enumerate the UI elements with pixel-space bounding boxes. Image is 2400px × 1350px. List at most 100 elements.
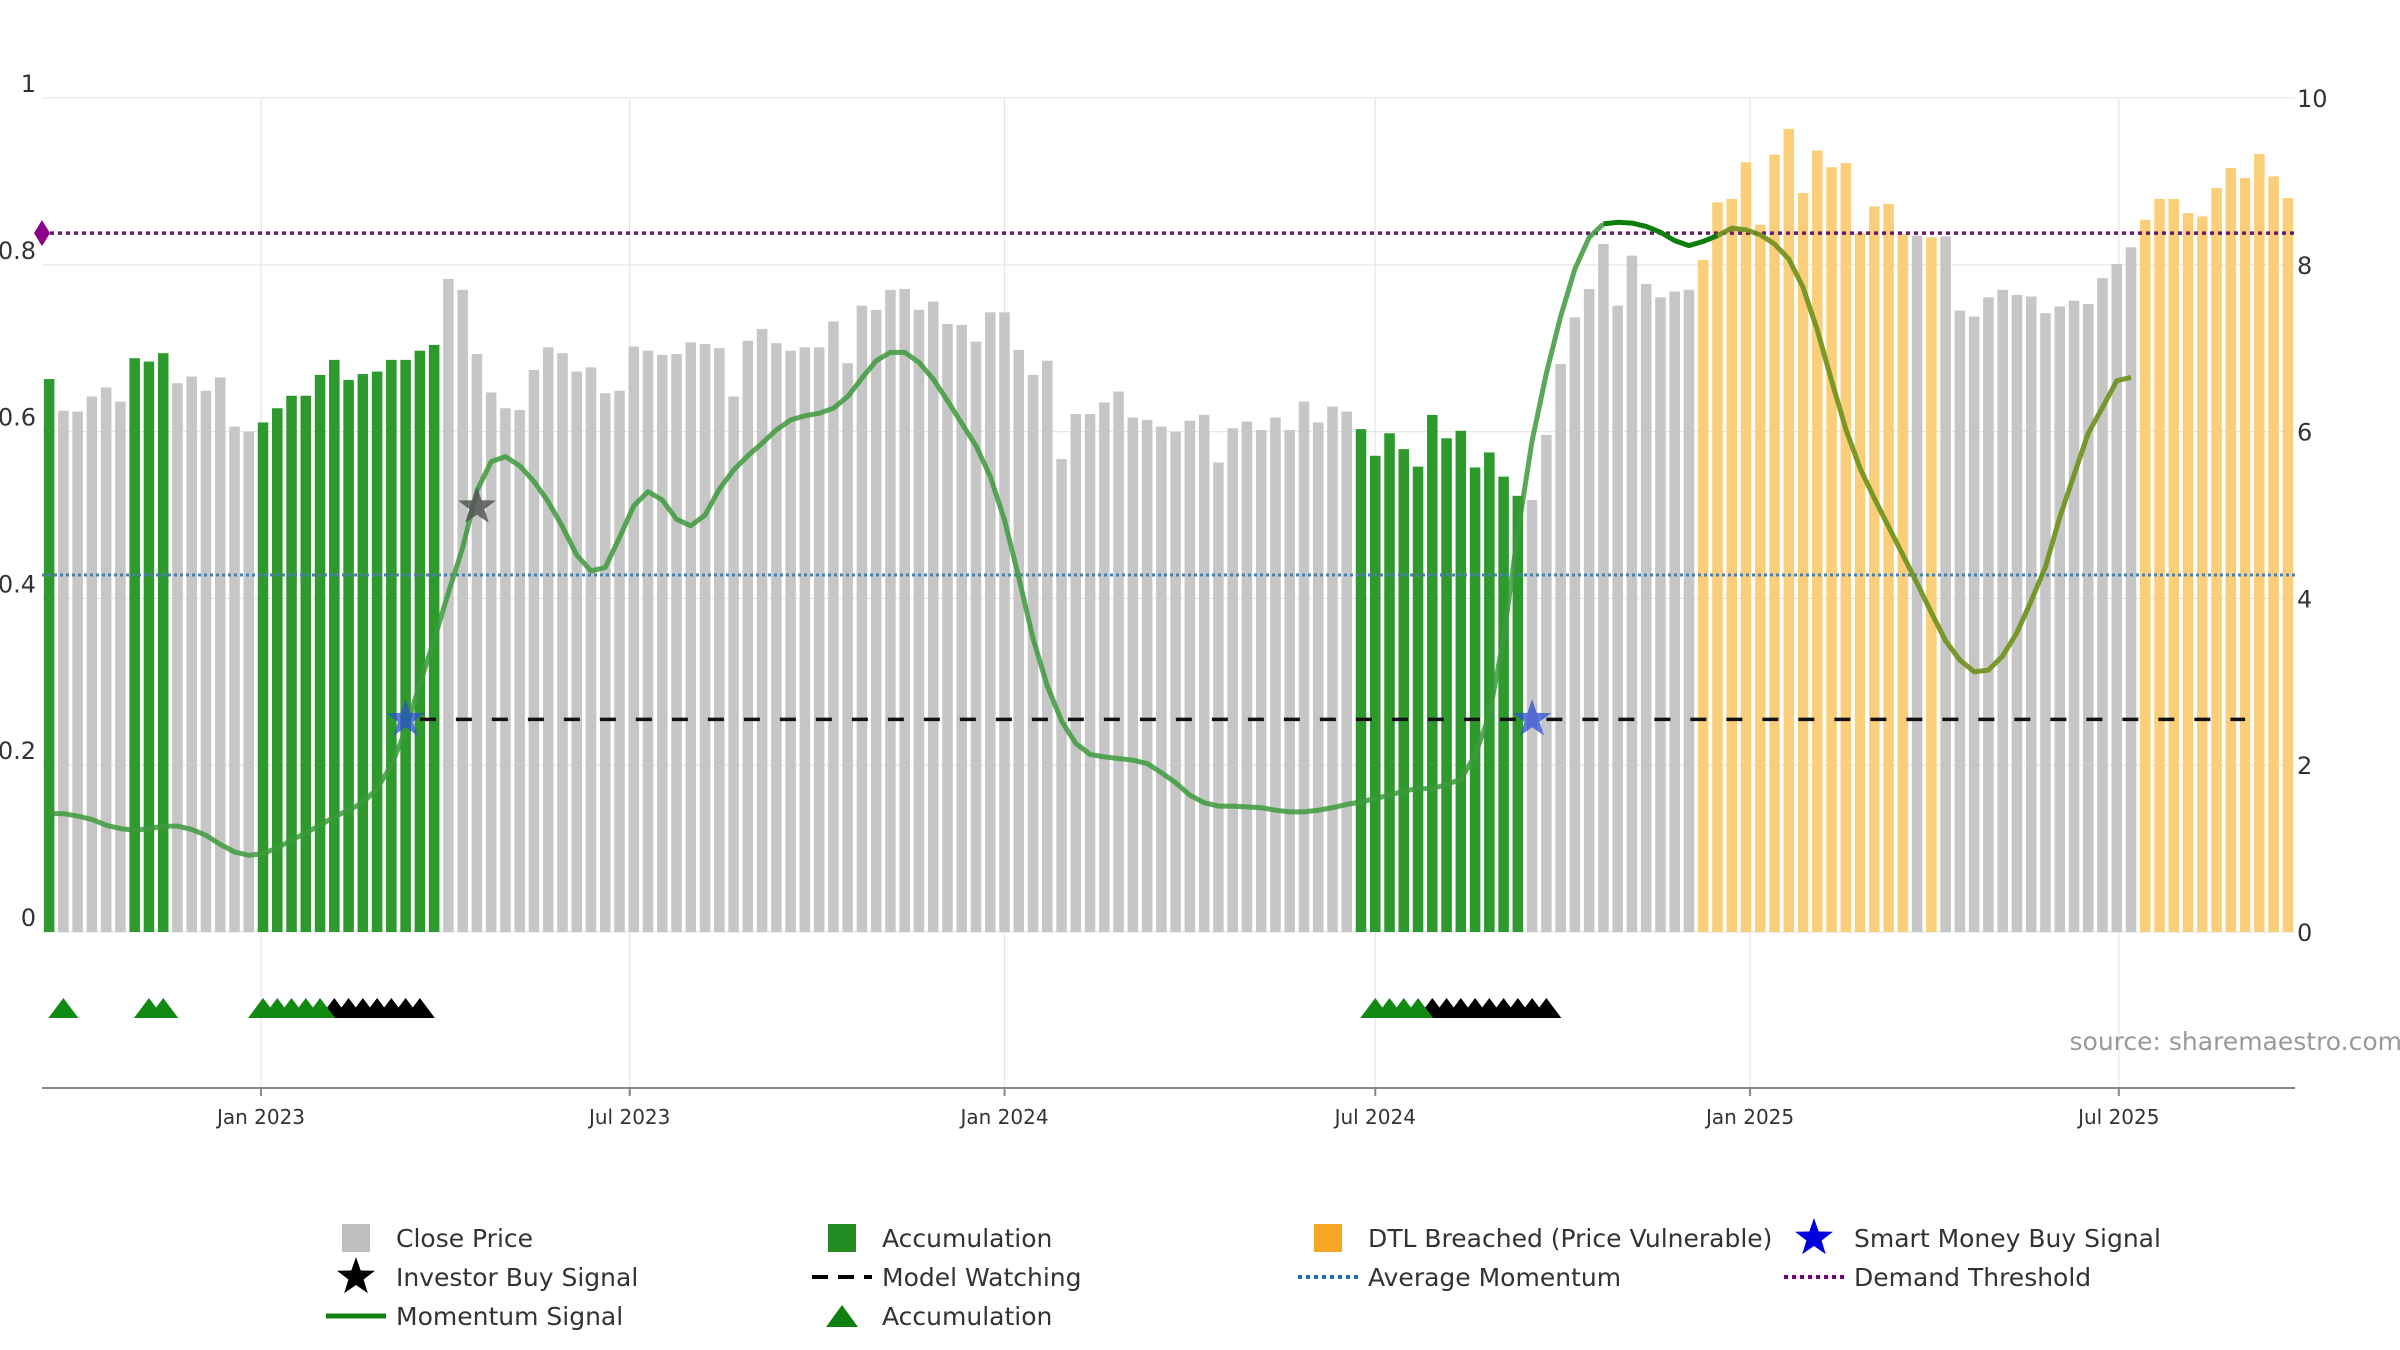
accumulation-triangle — [48, 998, 79, 1018]
legend-label: Momentum Signal — [396, 1302, 623, 1331]
close-price-bar — [557, 353, 568, 933]
close-price-bar — [1284, 429, 1295, 932]
dtl-breached-bar — [2225, 168, 2237, 932]
close-price-bar — [1042, 360, 1053, 933]
close-price-bar — [657, 354, 668, 932]
close-price-bar — [1541, 434, 1552, 932]
model-watching-triangle — [1531, 998, 1562, 1018]
close-price-bar — [2097, 278, 2108, 932]
dtl-breached-bar — [1712, 202, 1723, 932]
legend-triangle-swatch — [826, 1305, 858, 1327]
close-price-bar — [1213, 462, 1224, 932]
close-price-bar — [771, 343, 782, 932]
accumulation-bar — [272, 408, 283, 932]
x-axis-tick-label: Jul 2025 — [2076, 1105, 2159, 1129]
close-price-bar — [828, 321, 839, 933]
close-price-bar — [1027, 374, 1039, 932]
accumulation-bar — [329, 359, 340, 933]
accumulation-bar — [371, 371, 383, 932]
close-price-bar — [1298, 401, 1310, 932]
investor-buy-star — [457, 486, 496, 523]
close-price-bar — [1640, 283, 1652, 932]
close-price-bar — [72, 411, 83, 933]
momentum-signal-line-highlight — [1603, 219, 1719, 249]
close-price-bar — [1056, 459, 1067, 932]
accumulation-bar — [1427, 414, 1438, 932]
close-price-bar — [1099, 402, 1110, 932]
close-price-bar — [500, 408, 511, 932]
close-price-bar — [571, 371, 583, 932]
accumulation-bar — [357, 374, 369, 933]
close-price-bar — [1084, 414, 1096, 932]
legend-label: Average Momentum — [1368, 1263, 1621, 1292]
close-price-bar — [785, 350, 796, 932]
x-axis-tick-label: Jan 2023 — [215, 1105, 305, 1129]
close-price-bar — [200, 390, 212, 932]
legend-square-swatch — [828, 1224, 856, 1252]
accumulation-bar — [129, 358, 140, 932]
close-price-bar — [443, 278, 454, 932]
model-watching-triangle — [404, 998, 435, 1018]
x-axis-tick-label: Jul 2023 — [587, 1105, 670, 1129]
close-price-bar — [2082, 303, 2094, 932]
accumulation-bar — [414, 350, 426, 932]
dtl-breached-bar — [2239, 178, 2251, 933]
close-price-bar — [2068, 300, 2080, 932]
smart-money-buy-star — [1513, 699, 1552, 736]
close-price-bar — [457, 289, 468, 932]
legend-item: Demand Threshold — [1784, 1263, 2091, 1292]
close-price-bar — [642, 350, 654, 932]
close-price-bar — [1940, 236, 1951, 933]
legend-item: Investor Buy Signal — [337, 1257, 638, 1294]
accumulation-bar — [400, 359, 411, 933]
close-price-bar — [1569, 317, 1581, 932]
close-price-bar — [2125, 247, 2137, 932]
accumulation-bar — [143, 361, 155, 932]
close-price-bar — [1626, 255, 1638, 933]
close-price-bar — [214, 377, 226, 932]
close-price-bar — [1270, 417, 1281, 932]
accumulation-bar — [257, 422, 269, 932]
legend-label: Close Price — [396, 1224, 533, 1253]
accumulation-bar — [314, 374, 326, 932]
close-price-bar — [1184, 420, 1196, 932]
close-price-bar — [1113, 391, 1124, 932]
legend-star-swatch — [1795, 1218, 1833, 1255]
close-price-bar — [1555, 364, 1566, 932]
dtl-breached-bar — [1754, 224, 1766, 932]
accumulation-bar — [1398, 449, 1410, 932]
dtl-breached-bar — [1854, 233, 1866, 932]
close-price-bar — [984, 312, 996, 932]
accumulation-bar — [157, 353, 169, 933]
dtl-breached-bar — [2282, 198, 2294, 932]
close-price-bar — [115, 401, 126, 932]
close-price-bar — [1141, 419, 1153, 932]
accumulation-bar — [1369, 455, 1381, 932]
x-axis-tick-label: Jan 2024 — [958, 1105, 1048, 1129]
close-price-bar — [1127, 417, 1139, 932]
close-price-bar — [2011, 294, 2023, 933]
dtl-breached-bar — [1883, 203, 1894, 933]
dtl-breached-bar — [2254, 153, 2265, 933]
legend-item: Close Price — [342, 1224, 533, 1253]
close-price-bar — [1241, 421, 1253, 932]
dtl-breached-bar — [1826, 167, 1837, 933]
dtl-breached-bar — [1812, 150, 1823, 933]
dtl-breached-bar — [1783, 128, 1795, 932]
close-price-bar — [172, 383, 183, 932]
legend-label: DTL Breached (Price Vulnerable) — [1368, 1224, 1772, 1253]
smart-money-buy-star — [386, 699, 425, 736]
close-price-bar — [1669, 291, 1680, 932]
accumulation-bar — [1355, 429, 1367, 932]
legend-label: Smart Money Buy Signal — [1854, 1224, 2161, 1253]
close-price-bar — [229, 426, 240, 932]
source-label: source: sharemaestro.com — [2070, 1027, 2400, 1056]
legend-item: Average Momentum — [1298, 1263, 1621, 1292]
close-price-bar — [699, 344, 711, 932]
demand-threshold-marker — [34, 220, 50, 247]
close-price-bar — [86, 396, 98, 932]
close-price-bar — [742, 340, 754, 933]
momentum-signal-line-late — [1716, 225, 2132, 675]
